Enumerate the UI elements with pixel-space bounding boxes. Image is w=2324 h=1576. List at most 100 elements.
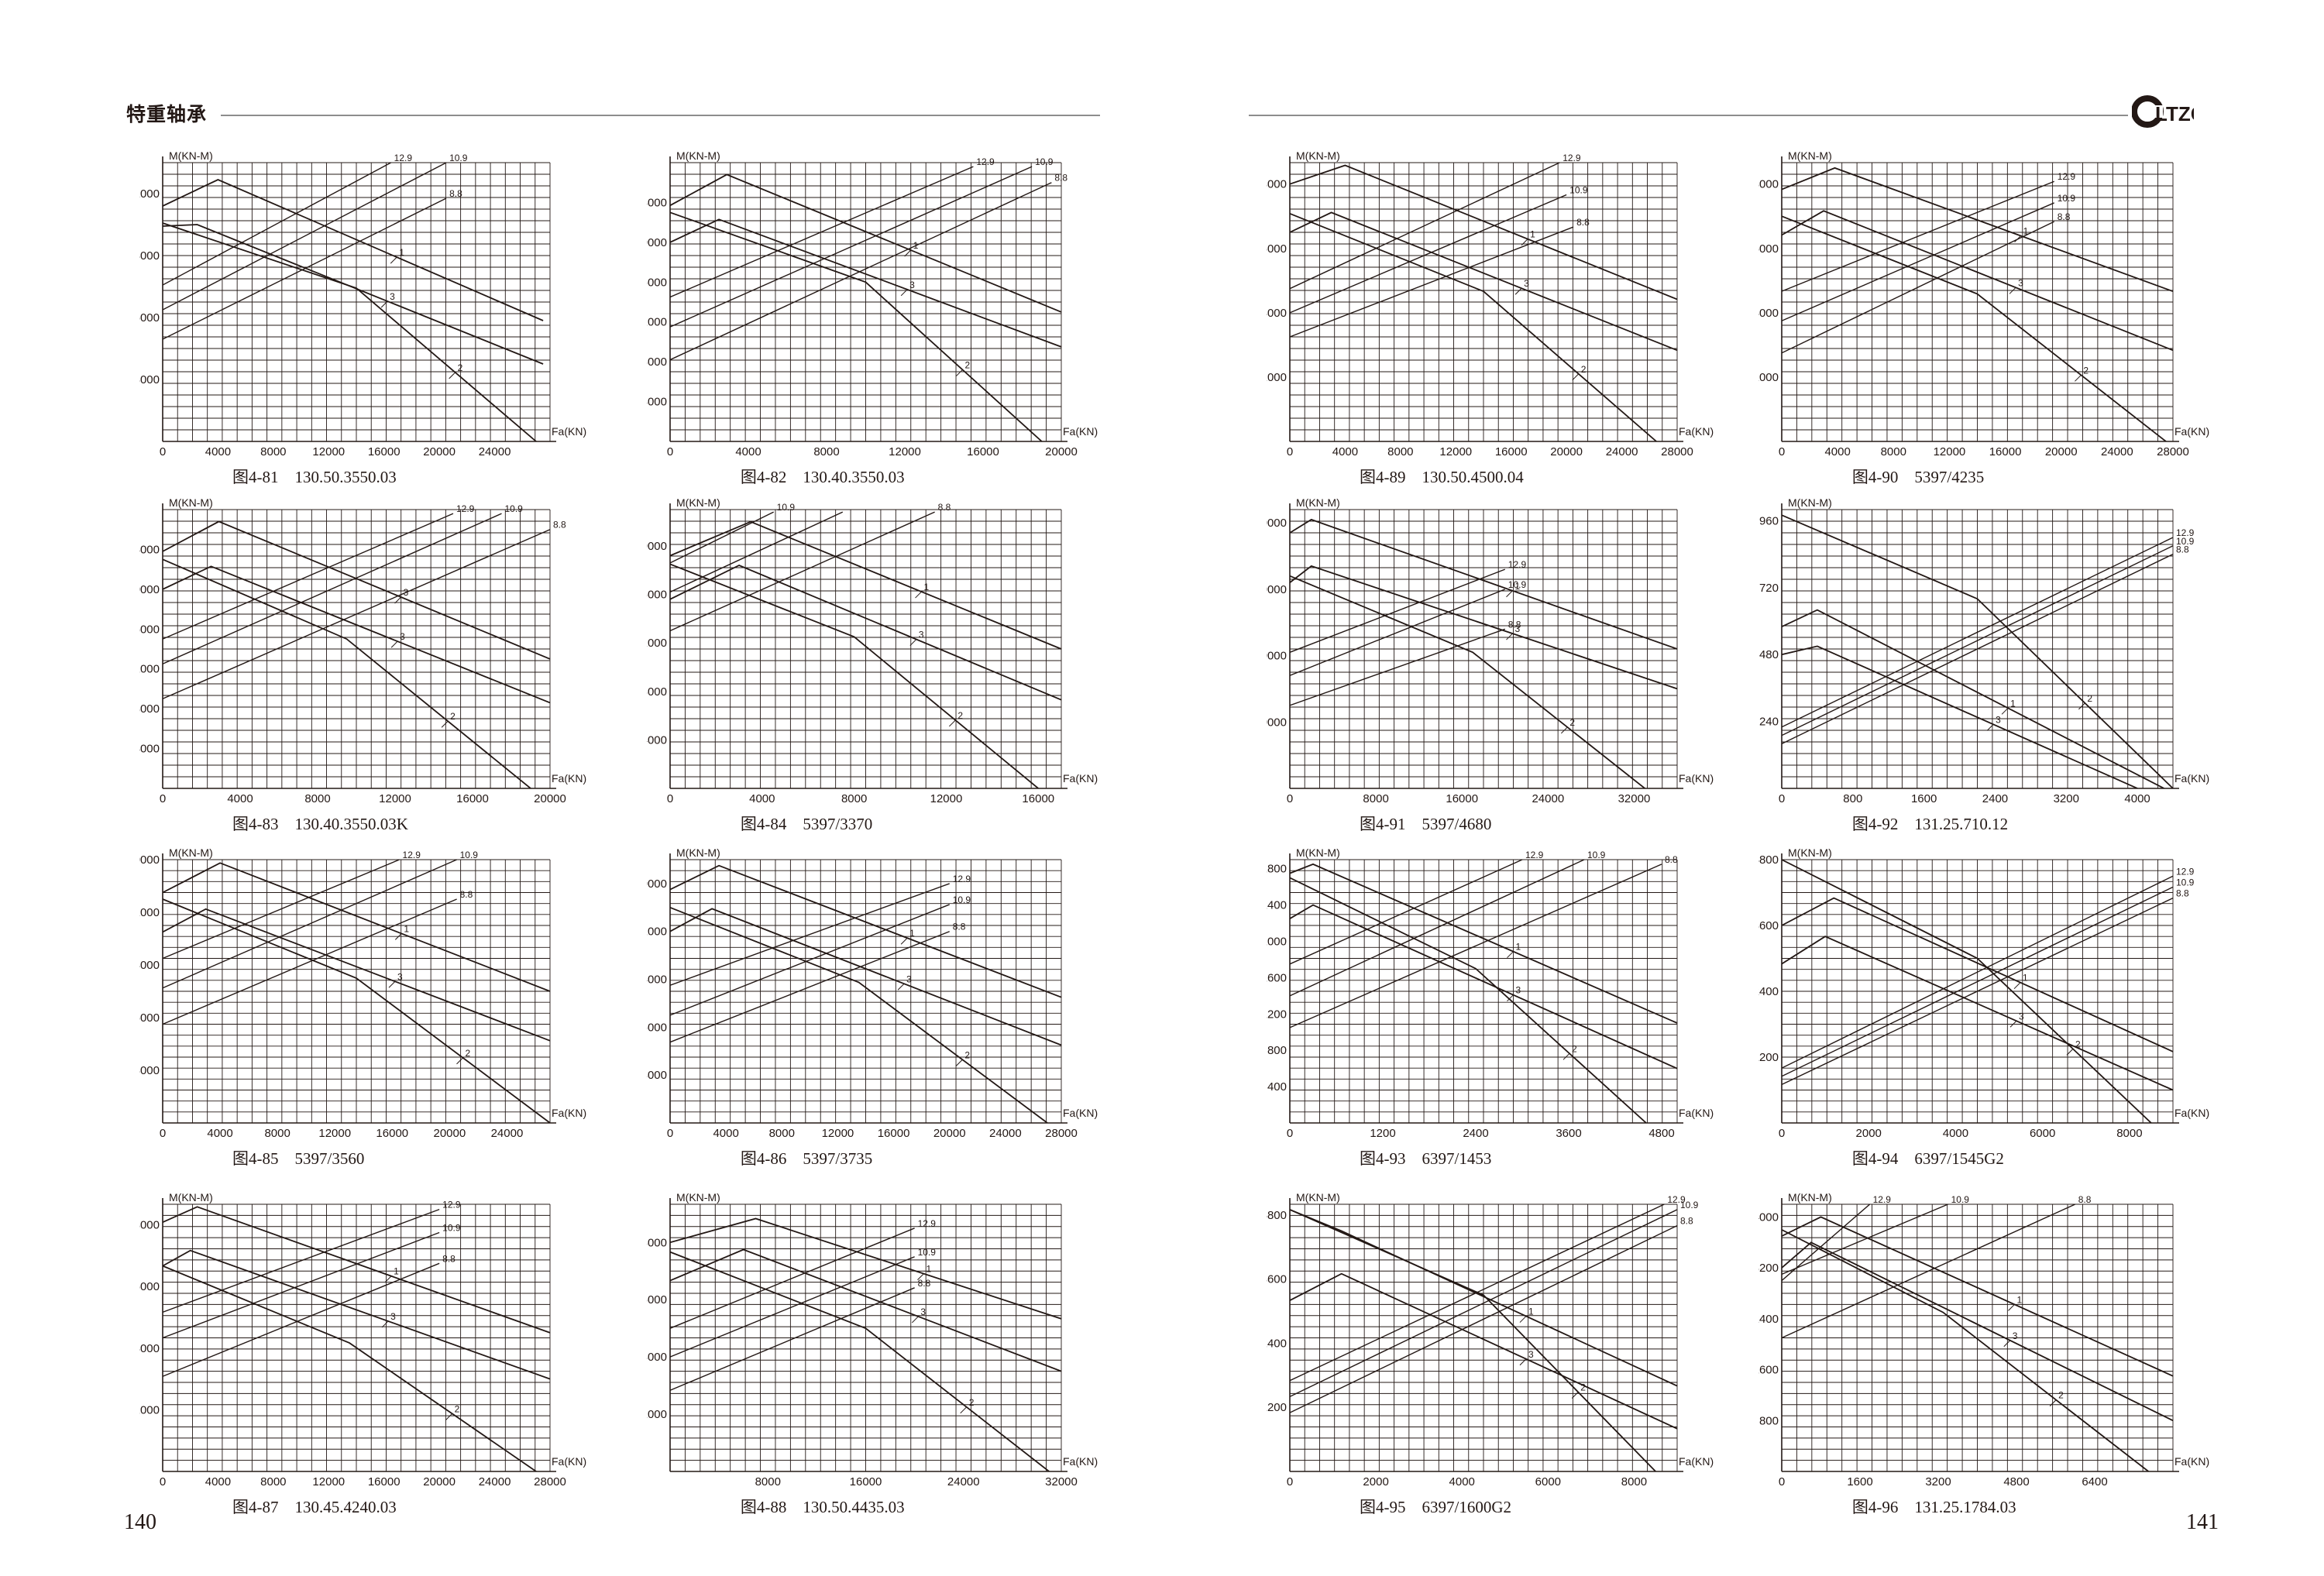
bolt-grade-label: 10.9 [1680,1200,1699,1210]
curve-label: 3 [909,280,915,290]
load-curve [670,864,1062,998]
curve-leader [445,1413,453,1420]
x-axis-title: Fa(KN) [552,772,586,785]
bolt-grade-label: 12.9 [918,1218,937,1229]
curve-label: 2 [455,1403,460,1414]
curve-label: 2 [1580,1382,1586,1393]
x-tick-label: 4000 [227,792,253,805]
load-curve [1782,645,2138,788]
x-tick-label: 2400 [1463,1127,1488,1140]
x-axis-title: Fa(KN) [2174,1107,2209,1119]
x-tick-label: 24000 [1532,792,1564,805]
bolt-grade-label: 12.9 [2176,866,2195,877]
y-tick-label: 12000 [647,637,667,650]
x-tick-label: 6400 [2082,1475,2107,1488]
load-curve [1290,877,1647,1123]
x-tick-label: 0 [667,1127,673,1140]
y-axis-title: M(KN-M) [169,846,213,859]
bolt-grade-label: 10.9 [918,1247,937,1258]
curve-leader [384,1276,392,1283]
curve-leader [1519,1358,1527,1366]
x-tick-label: 0 [667,792,673,805]
x-tick-label: 20000 [2045,445,2078,458]
curve-label: 2 [964,359,970,370]
y-tick-label: 48000 [647,1236,667,1249]
bearing-load-chart: M(KN-M)Fa(KN)016003200480064008001600240… [1758,1191,2209,1488]
x-tick-label: 0 [160,792,166,805]
y-tick-label: 4000 [647,396,667,409]
y-axis-title: M(KN-M) [676,496,720,509]
curve-leader [909,639,917,646]
curve-label: 3 [920,1306,926,1317]
load-curve [1782,859,2152,1123]
y-tick-label: 24000 [1758,307,1779,320]
load-curve [670,1251,1050,1471]
figure-caption: 图4-81 130.50.3550.03 [232,468,397,486]
bolt-grade-label: 8.8 [1508,619,1521,630]
curve-label: 3 [397,971,403,982]
bolt-grade-line [1782,1203,2076,1339]
x-tick-label: 16000 [368,445,401,458]
y-tick-label: 240 [1759,716,1779,729]
bolt-grade-label: 12.9 [394,153,413,163]
bolt-grade-label: 8.8 [918,1278,931,1289]
load-curve [670,563,1039,788]
x-tick-label: 16000 [1446,792,1478,805]
curve-leader [394,933,402,940]
curve-leader [2009,287,2016,294]
figure-caption: 图4-96 131.25.1784.03 [1851,1498,2016,1516]
bearing-load-chart: M(KN-M) Fa(KN) 0 4000 8000 12000 16000 4000 8000… [647,496,1098,805]
x-tick-label: 24000 [2101,445,2133,458]
load-curve [163,908,551,1042]
bolt-grade-line [1782,897,2174,1086]
y-tick-label: 36000 [1267,242,1287,256]
curve-label: 3 [2013,1331,2018,1341]
x-axis-title: Fa(KN) [2174,425,2209,438]
y-tick-label: 480 [1759,648,1779,661]
x-tick-label: 16000 [850,1475,882,1488]
load-curve [1290,1209,1656,1471]
bolt-grade-line [163,1262,440,1377]
x-tick-label: 4000 [205,1475,231,1488]
curve-label: 1 [926,1264,931,1275]
load-curve [1782,936,2174,1091]
load-curve [1290,575,1645,788]
y-tick-label: 20000 [139,583,160,596]
curve-label: 3 [2019,1011,2024,1021]
bolt-grade-line [1782,553,2174,745]
x-axis-title: Fa(KN) [552,1455,586,1468]
x-tick-label: 20000 [423,445,456,458]
bearing-load-chart: M(KN-M) Fa(KN) 0 4000 8000 12000 16000 20000 240… [1267,149,1714,458]
load-curve [670,520,1062,650]
x-tick-label: 8000 [260,445,286,458]
load-curve [1782,609,2164,788]
curve-leader [1563,1052,1570,1060]
x-tick-label: 32000 [1618,792,1651,805]
x-tick-label: 28000 [1661,445,1693,458]
bolt-grade-label: 10.9 [2058,193,2076,204]
curve-leader [2066,1049,2074,1056]
curve-leader [394,596,401,604]
curve-label: 3 [1996,714,2001,725]
bolt-grade-label: 12.9 [1667,1194,1686,1205]
x-tick-label: 8000 [260,1475,286,1488]
bearing-load-chart: M(KN-M) Fa(KN) 0 4000 8000 12000 16000 20000 240… [139,149,586,458]
bolt-grade-line [163,859,400,960]
load-curve [1290,164,1678,300]
curve-label: 2 [458,362,463,373]
figure-caption: 图4-87 130.45.4240.03 [232,1498,397,1516]
page-header-title: 特重轴承 [126,104,208,125]
curve-label: 1 [404,923,409,934]
x-tick-label: 6000 [1535,1475,1561,1488]
bolt-grade-line [670,1256,915,1358]
curve-leader [904,249,912,257]
y-axis-title: M(KN-M) [676,1191,720,1203]
bolt-grade-label: 10.9 [1569,185,1588,196]
load-curve [1782,210,2174,352]
bolt-grade-label: 10.9 [449,153,468,163]
figure-caption: 图4-83 130.40.3550.03K [232,815,408,833]
x-tick-label: 4000 [1824,445,1850,458]
curve-leader [2008,1304,2015,1311]
x-tick-label: 12000 [930,792,963,805]
